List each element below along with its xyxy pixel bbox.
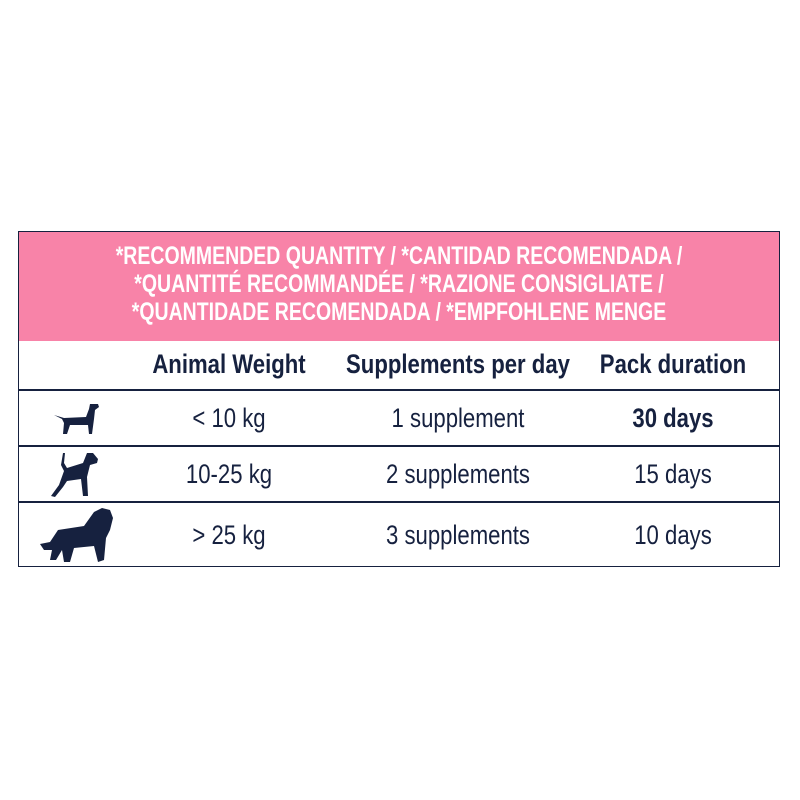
- banner-line: *RECOMMENDED QUANTITY / *CANTIDAD RECOME…: [115, 242, 683, 270]
- table-row: < 10 kg 1 supplement 30 days: [19, 389, 779, 447]
- header-pack-duration: Pack duration: [599, 349, 747, 379]
- large-dog-icon: [40, 507, 113, 562]
- header-animal-weight: Animal Weight: [152, 349, 306, 379]
- dosage-table: *RECOMMENDED QUANTITY / *CANTIDAD RECOME…: [18, 231, 780, 567]
- duration-value: 30 days: [632, 403, 714, 433]
- header-supplements-per-day: Supplements per day: [346, 349, 570, 379]
- table-row: 10-25 kg 2 supplements 15 days: [19, 445, 779, 503]
- weight-value: > 25 kg: [192, 519, 266, 550]
- banner-line: *QUANTITÉ RECOMMANDÉE / *RAZIONE CONSIGL…: [134, 270, 664, 298]
- supplements-value: 1 supplement: [391, 403, 525, 433]
- banner-line: *QUANTIDADE RECOMENDADA / *EMPFOHLENE ME…: [131, 298, 667, 326]
- weight-value: < 10 kg: [192, 403, 266, 433]
- supplements-value: 3 supplements: [386, 519, 530, 550]
- medium-dog-icon: [51, 453, 98, 497]
- duration-value: 15 days: [634, 459, 712, 489]
- table-row: > 25 kg 3 supplements 10 days: [19, 501, 779, 568]
- weight-value: 10-25 kg: [185, 459, 273, 489]
- recommended-quantity-banner: *RECOMMENDED QUANTITY / *CANTIDAD RECOME…: [19, 232, 779, 341]
- small-dog-icon: [54, 404, 99, 434]
- duration-value: 10 days: [634, 519, 712, 550]
- supplements-value: 2 supplements: [386, 459, 530, 489]
